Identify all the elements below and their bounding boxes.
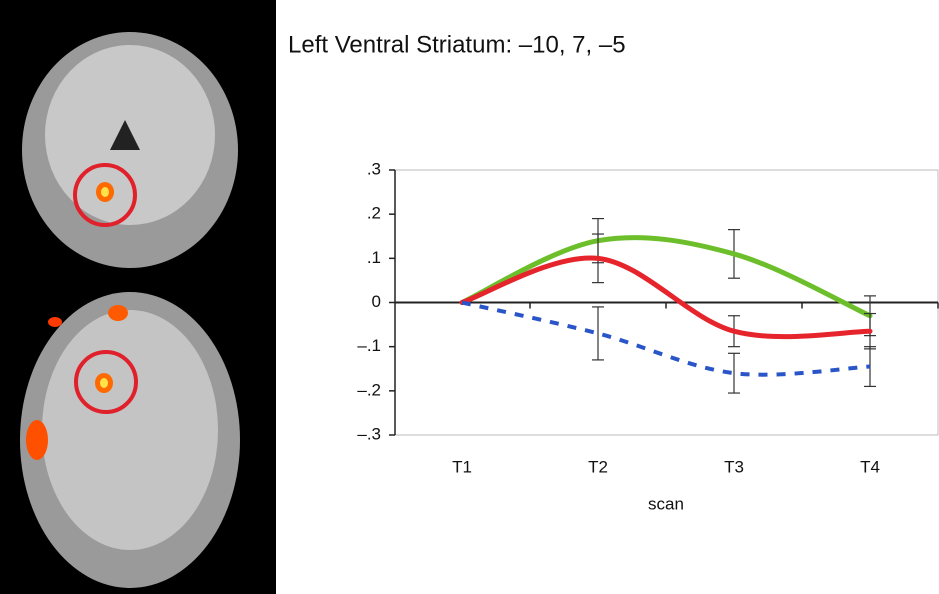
y-tick-label: .3 xyxy=(367,159,381,178)
axial-gray xyxy=(42,310,218,550)
x-tick-label: T2 xyxy=(588,457,608,476)
figure: Left Ventral Striatum: –10, 7, –5 .3 .2 .1… xyxy=(0,0,939,594)
activation-core xyxy=(101,187,109,197)
x-tick-label: T3 xyxy=(724,457,744,476)
activation-core xyxy=(100,378,108,388)
brain-panel xyxy=(0,0,276,594)
plot: .3 .2 .1 0 –.1 –.2 –.3 T1 T2 T3 T4 xyxy=(357,159,938,476)
y-tick-label: –.3 xyxy=(357,424,381,443)
y-tick-label: 0 xyxy=(372,292,381,311)
chart-title: Left Ventral Striatum: –10, 7, –5 xyxy=(288,31,626,58)
activation xyxy=(26,420,48,460)
y-tick-label: .2 xyxy=(367,204,381,223)
y-tick-label: .1 xyxy=(367,248,381,267)
x-axis-label: scan xyxy=(648,494,684,513)
series-line xyxy=(462,303,870,375)
activation xyxy=(108,305,128,321)
x-tick-label: T4 xyxy=(860,457,880,476)
activation xyxy=(48,317,62,327)
y-tick-label: –.1 xyxy=(357,336,381,355)
x-tick-label: T1 xyxy=(452,457,472,476)
y-tick-label: –.2 xyxy=(357,380,381,399)
